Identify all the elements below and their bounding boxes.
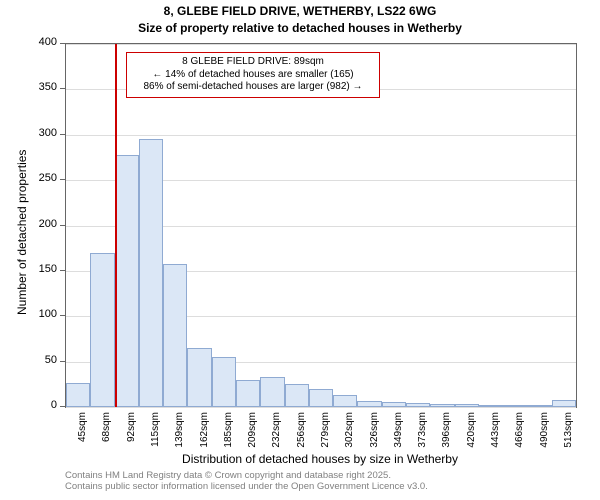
gridline-h: [66, 407, 576, 408]
xtick-label: 396sqm: [441, 412, 452, 472]
xtick-label: 45sqm: [77, 412, 88, 472]
xtick-label: 490sqm: [539, 412, 550, 472]
bar: [382, 402, 406, 407]
xtick-label: 420sqm: [466, 412, 477, 472]
ytick-label: 300: [0, 127, 57, 139]
annotation-line: 86% of semi-detached houses are larger (…: [133, 81, 373, 94]
xtick-label: 256sqm: [296, 412, 307, 472]
bar: [66, 383, 90, 408]
ytick-mark: [60, 43, 65, 44]
bar: [479, 405, 503, 407]
bar: [115, 155, 139, 407]
xtick-label: 302sqm: [344, 412, 355, 472]
ytick-label: 100: [0, 308, 57, 320]
bar: [503, 405, 527, 407]
ytick-mark: [60, 88, 65, 89]
xtick-label: 443sqm: [490, 412, 501, 472]
ytick-label: 400: [0, 36, 57, 48]
chart-title-line1: 8, GLEBE FIELD DRIVE, WETHERBY, LS22 6WG: [0, 4, 600, 18]
ytick-label: 250: [0, 172, 57, 184]
bar: [527, 405, 551, 407]
bar: [285, 384, 309, 407]
xtick-label: 349sqm: [393, 412, 404, 472]
ytick-mark: [60, 406, 65, 407]
xtick-label: 92sqm: [126, 412, 137, 472]
xtick-label: 185sqm: [223, 412, 234, 472]
footer-line2: Contains public sector information licen…: [65, 481, 428, 492]
xtick-label: 513sqm: [563, 412, 574, 472]
bar: [309, 389, 333, 407]
xtick-label: 466sqm: [514, 412, 525, 472]
property-marker-line: [115, 44, 117, 407]
xtick-label: 279sqm: [320, 412, 331, 472]
ytick-mark: [60, 361, 65, 362]
bar: [430, 404, 454, 407]
annotation-line: ← 14% of detached houses are smaller (16…: [133, 69, 373, 82]
ytick-mark: [60, 270, 65, 271]
bar: [406, 403, 430, 407]
xtick-label: 115sqm: [150, 412, 161, 472]
ytick-mark: [60, 134, 65, 135]
xtick-label: 162sqm: [199, 412, 210, 472]
xtick-label: 68sqm: [101, 412, 112, 472]
xtick-label: 209sqm: [247, 412, 258, 472]
gridline-h: [66, 44, 576, 45]
annotation-line: 8 GLEBE FIELD DRIVE: 89sqm: [133, 56, 373, 69]
xtick-label: 373sqm: [417, 412, 428, 472]
ytick-label: 50: [0, 354, 57, 366]
ytick-mark: [60, 179, 65, 180]
bar: [90, 253, 114, 407]
ytick-mark: [60, 315, 65, 316]
bar: [357, 401, 381, 407]
bar: [455, 404, 479, 407]
annotation-box: 8 GLEBE FIELD DRIVE: 89sqm← 14% of detac…: [126, 52, 380, 98]
bar: [333, 395, 357, 407]
bar: [260, 377, 284, 407]
bar: [187, 348, 211, 407]
ytick-label: 0: [0, 399, 57, 411]
xtick-label: 139sqm: [174, 412, 185, 472]
plot-area: 8 GLEBE FIELD DRIVE: 89sqm← 14% of detac…: [65, 43, 577, 408]
ytick-label: 350: [0, 81, 57, 93]
chart-title-line2: Size of property relative to detached ho…: [0, 21, 600, 35]
bar: [139, 139, 163, 407]
xtick-label: 232sqm: [271, 412, 282, 472]
bar: [163, 264, 187, 407]
ytick-mark: [60, 225, 65, 226]
xtick-label: 326sqm: [369, 412, 380, 472]
bar: [212, 357, 236, 407]
gridline-h: [66, 135, 576, 136]
ytick-label: 200: [0, 218, 57, 230]
bar: [552, 400, 576, 407]
bar: [236, 380, 260, 407]
ytick-label: 150: [0, 263, 57, 275]
footer-attribution: Contains HM Land Registry data © Crown c…: [65, 470, 428, 493]
